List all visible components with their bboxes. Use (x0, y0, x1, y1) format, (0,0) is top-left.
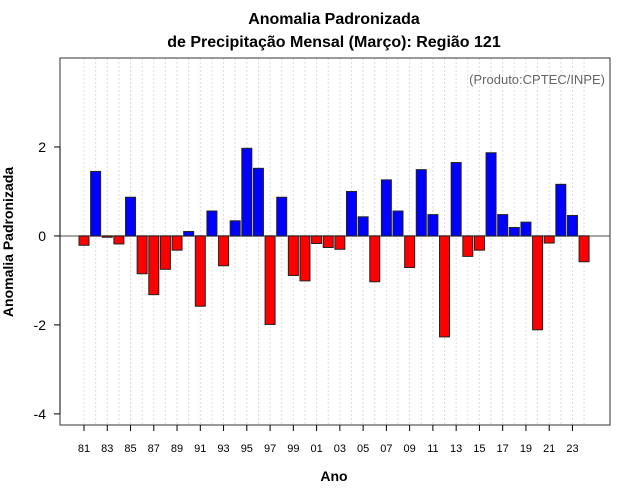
bar-2001 (311, 235, 323, 245)
bar-2005 (357, 216, 369, 237)
bar-1984 (113, 235, 125, 245)
x-tick-label: 05 (357, 443, 369, 455)
x-tick-label: 01 (310, 443, 322, 455)
bar-2024 (578, 235, 590, 263)
bar-2014 (462, 235, 474, 257)
chart-title-line2: de Precipitação Mensal (Março): Região 1… (167, 34, 501, 51)
x-tick-label: 23 (566, 443, 578, 455)
x-tick-label: 07 (380, 443, 392, 455)
x-tick-label: 19 (520, 443, 532, 455)
x-tick-label: 99 (287, 443, 299, 455)
bar-2019 (520, 221, 532, 237)
bar-1986 (136, 235, 148, 275)
bar-2012 (439, 235, 451, 338)
x-tick-label: 13 (450, 443, 462, 455)
chart-title-line1: Anomalia Padronizada (248, 11, 420, 28)
bar-2016 (485, 152, 497, 237)
y-tick-label: 0 (38, 228, 46, 244)
x-tick-label: 85 (124, 443, 136, 455)
x-tick-label: 89 (171, 443, 183, 455)
bar-1990 (183, 230, 195, 237)
bar-1998 (276, 196, 288, 237)
bar-2015 (473, 235, 485, 251)
bar-2023 (566, 214, 578, 237)
bar-2002 (322, 235, 334, 249)
bar-1994 (229, 220, 241, 237)
bar-1983 (101, 235, 113, 238)
x-tick-label: 91 (194, 443, 206, 455)
x-tick-label: 97 (264, 443, 276, 455)
bar-2021 (543, 235, 555, 244)
bar-2013 (450, 162, 462, 237)
bar-1981 (78, 235, 90, 246)
y-axis-label: Anomalia Padronizada (0, 167, 16, 317)
source-annotation: (Produto:CPTEC/INPE) (469, 72, 605, 87)
x-tick-label: 09 (404, 443, 416, 455)
bar-2008 (392, 210, 404, 237)
x-tick-label: 87 (148, 443, 160, 455)
x-tick-label: 95 (241, 443, 253, 455)
bar-2022 (555, 183, 567, 237)
bar-1985 (125, 196, 137, 237)
bar-2020 (532, 235, 544, 331)
bar-1995 (241, 147, 253, 237)
y-tick-label: 2 (38, 139, 46, 155)
bar-1997 (264, 235, 276, 325)
bar-1991 (194, 235, 206, 307)
bar-1992 (206, 210, 218, 237)
bar-2010 (415, 169, 427, 237)
bar-2011 (427, 214, 439, 237)
bar-2000 (299, 235, 311, 282)
bar-2003 (334, 235, 346, 250)
x-tick-label: 83 (101, 443, 113, 455)
bar-2004 (345, 190, 357, 237)
y-tick-label: -4 (34, 406, 47, 422)
bar-1996 (252, 167, 264, 237)
y-tick-label: -2 (34, 317, 47, 333)
bar-1987 (148, 235, 160, 296)
x-tick-label: 03 (334, 443, 346, 455)
bar-2017 (497, 214, 509, 237)
bar-2006 (369, 235, 381, 283)
bar-2007 (380, 179, 392, 237)
x-tick-label: 15 (473, 443, 485, 455)
x-tick-label: 17 (497, 443, 509, 455)
x-axis-label: Ano (320, 468, 347, 484)
x-tick-label: 21 (543, 443, 555, 455)
bar-1982 (90, 170, 102, 237)
x-tick-label: 93 (217, 443, 229, 455)
bar-1993 (218, 235, 230, 267)
x-tick-label: 11 (427, 443, 438, 455)
bar-1989 (171, 235, 183, 251)
bar-2009 (404, 235, 416, 269)
bar-1999 (287, 235, 299, 277)
bar-2018 (508, 226, 520, 237)
bar-1988 (159, 235, 171, 270)
x-tick-label: 81 (78, 443, 90, 455)
